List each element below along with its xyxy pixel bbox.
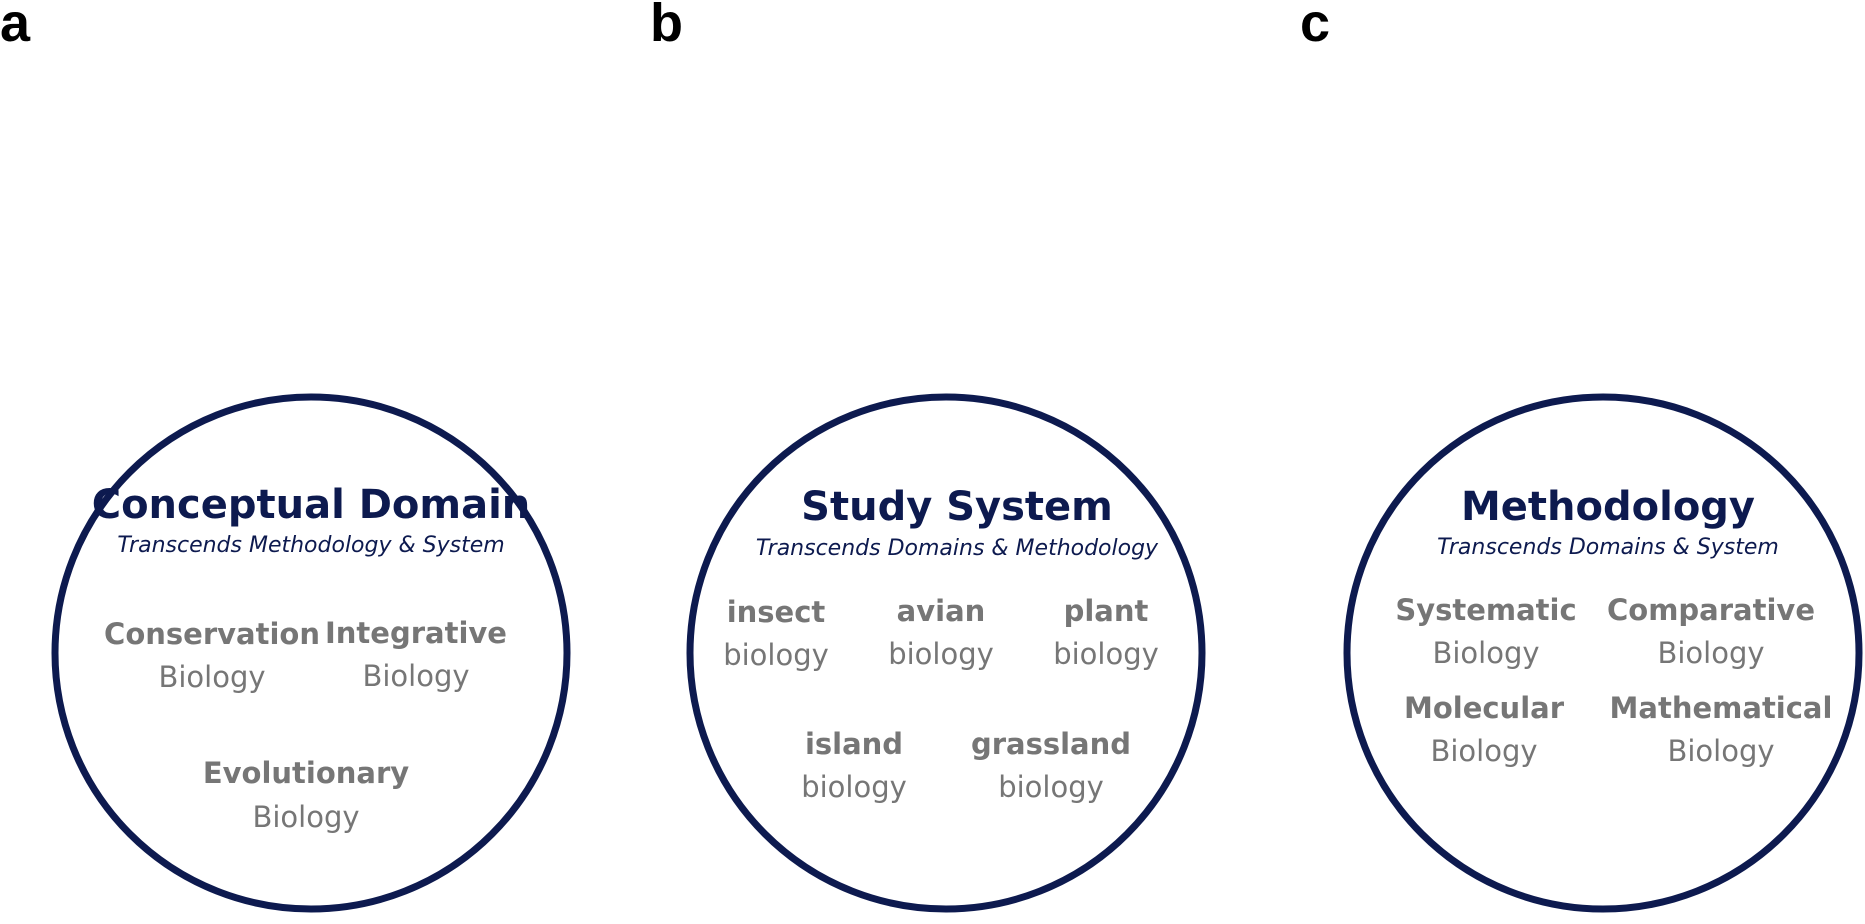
term-conservation: Conservation bbox=[104, 617, 320, 651]
panel-a-subtitle: Transcends Methodology & System bbox=[117, 533, 504, 558]
term-plant: plant bbox=[1064, 594, 1149, 628]
term-integrative: Integrative bbox=[325, 616, 507, 650]
term-conservation-suffix: Biology bbox=[158, 660, 265, 694]
term-island: island bbox=[805, 727, 903, 761]
term-integrative-suffix: Biology bbox=[362, 659, 469, 693]
conceptual-domain-circle bbox=[51, 393, 571, 913]
term-evolutionary: Evolutionary bbox=[203, 756, 409, 790]
term-molecular: Molecular bbox=[1404, 691, 1565, 725]
panel-a-title: Conceptual Domain bbox=[92, 482, 531, 528]
panel-label-b: b bbox=[650, 0, 683, 53]
term-comparative-suffix: Biology bbox=[1657, 636, 1764, 670]
term-insect-suffix: biology bbox=[723, 638, 829, 672]
methodology-circle bbox=[1343, 393, 1863, 913]
term-avian-suffix: biology bbox=[888, 637, 994, 671]
term-island-suffix: biology bbox=[801, 770, 907, 804]
term-mathematical: Mathematical bbox=[1610, 691, 1833, 725]
term-insect: insect bbox=[727, 595, 826, 629]
term-grassland-suffix: biology bbox=[998, 770, 1104, 804]
panel-c-subtitle: Transcends Domains & System bbox=[1437, 535, 1779, 560]
panel-label-c: c bbox=[1300, 0, 1331, 53]
term-evolutionary-suffix: Biology bbox=[252, 800, 359, 834]
panel-c: Methodology Transcends Domains & System … bbox=[1343, 393, 1863, 913]
panel-c-title: Methodology bbox=[1461, 484, 1755, 530]
term-molecular-suffix: Biology bbox=[1430, 734, 1537, 768]
panel-a: Conceptual Domain Transcends Methodology… bbox=[51, 393, 571, 913]
panel-b: Study System Transcends Domains & Method… bbox=[686, 393, 1206, 913]
panel-b-title: Study System bbox=[801, 484, 1113, 530]
term-grassland: grassland bbox=[971, 727, 1131, 761]
panel-b-subtitle: Transcends Domains & Methodology bbox=[756, 536, 1159, 561]
term-comparative: Comparative bbox=[1607, 593, 1815, 627]
study-system-circle bbox=[686, 393, 1206, 913]
panel-label-a: a bbox=[0, 0, 31, 53]
term-mathematical-suffix: Biology bbox=[1667, 734, 1774, 768]
term-systematic: Systematic bbox=[1395, 593, 1576, 627]
term-plant-suffix: biology bbox=[1053, 637, 1159, 671]
term-systematic-suffix: Biology bbox=[1432, 636, 1539, 670]
term-avian: avian bbox=[897, 594, 986, 628]
